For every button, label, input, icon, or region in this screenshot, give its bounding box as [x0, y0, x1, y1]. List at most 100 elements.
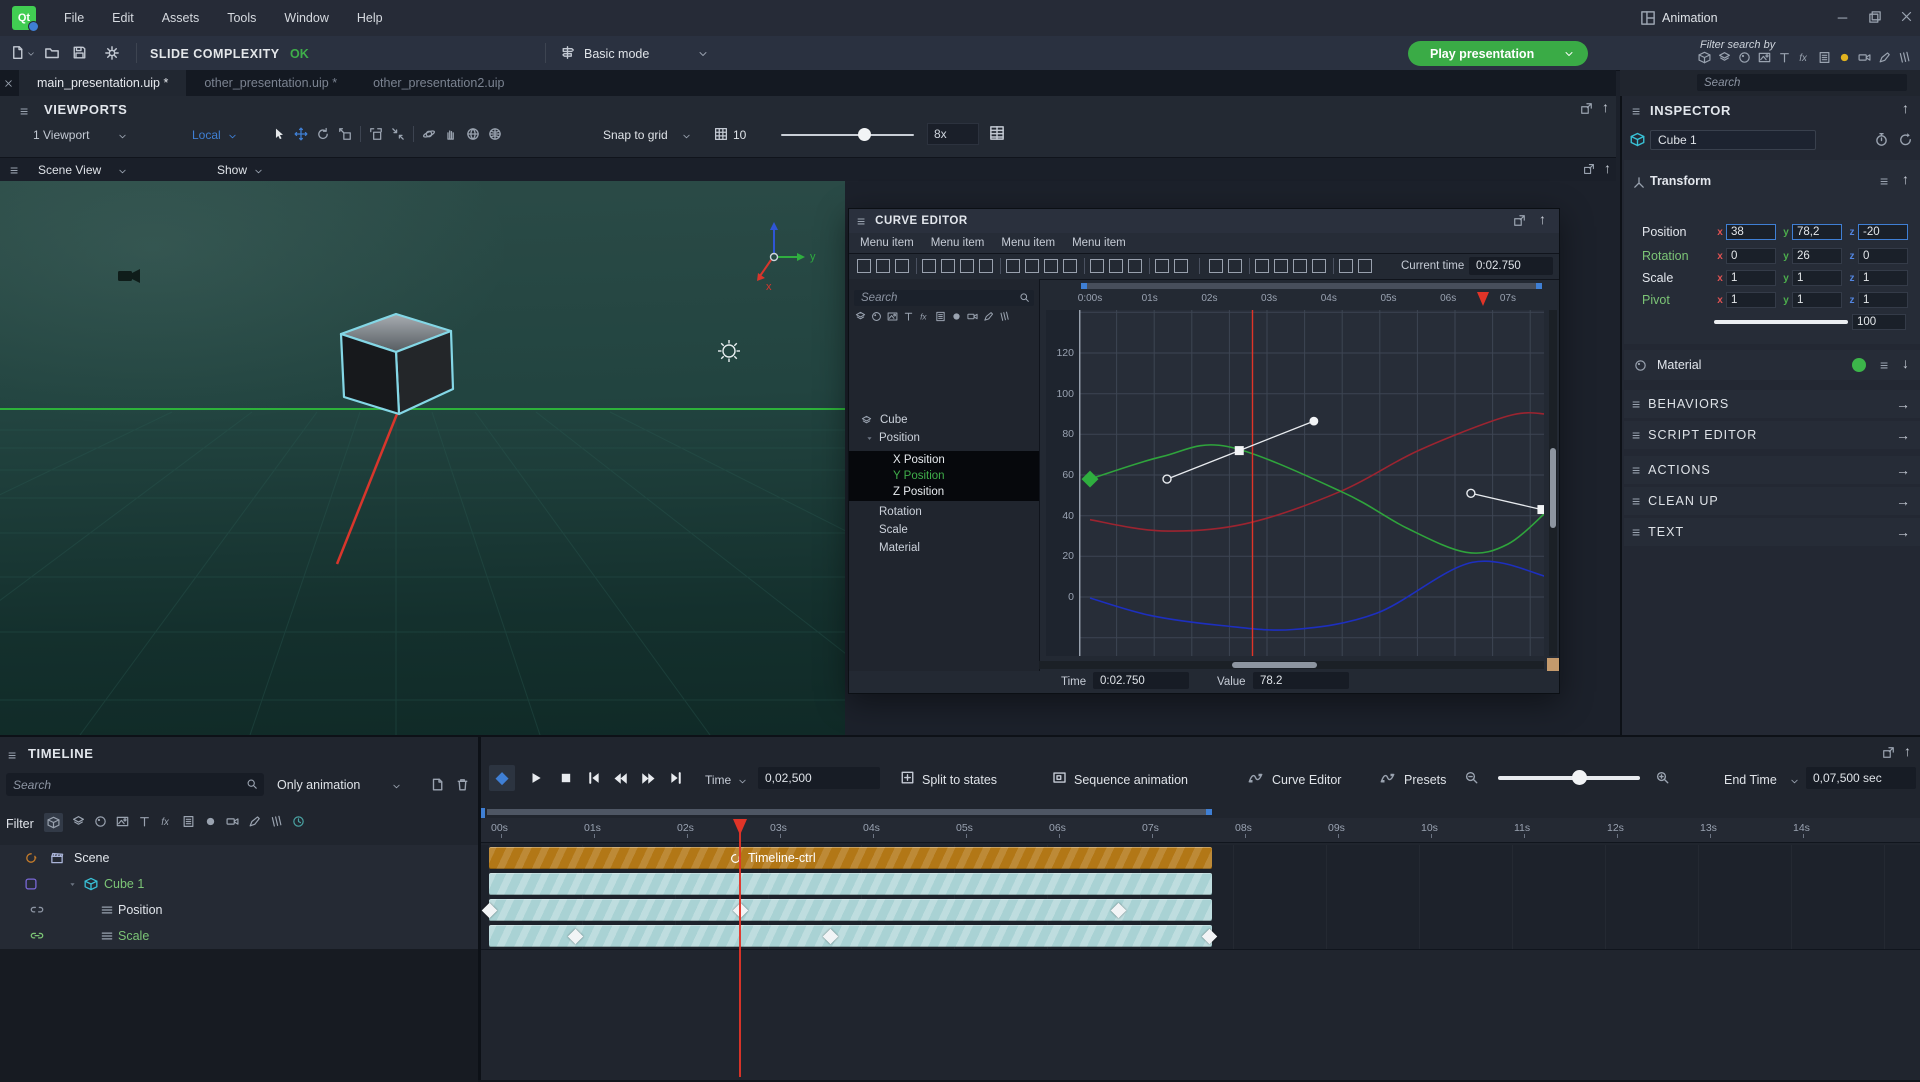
- position-y-field[interactable]: 78,2: [1792, 224, 1842, 240]
- inspector-search-input[interactable]: [1697, 74, 1907, 91]
- inspector-menu-icon[interactable]: ≡: [1632, 104, 1640, 118]
- ce-tool-button[interactable]: [1255, 259, 1269, 273]
- material-color-swatch[interactable]: [1852, 358, 1866, 372]
- save-button[interactable]: [72, 45, 87, 60]
- section-script-editor[interactable]: ≡SCRIPT EDITOR→: [1624, 421, 1920, 449]
- text-filter-icon[interactable]: [1778, 51, 1791, 64]
- keyframe-point[interactable]: [1235, 446, 1244, 455]
- section-open-icon[interactable]: →: [1896, 493, 1910, 509]
- scrollbar-left-cap[interactable]: [1081, 283, 1087, 289]
- section-open-icon[interactable]: →: [1896, 427, 1910, 443]
- tab-2[interactable]: other_presentation.uip *: [186, 70, 355, 96]
- section-menu-icon[interactable]: ≡: [1632, 397, 1640, 411]
- track-bar-cube-1[interactable]: [489, 873, 1212, 895]
- curve-editor-icon[interactable]: [1248, 770, 1263, 785]
- list-filter-icon[interactable]: [1818, 51, 1831, 64]
- close-button[interactable]: [1900, 10, 1913, 23]
- clock-filter-icon[interactable]: [292, 815, 305, 828]
- transform-collapse-icon[interactable]: ↑: [1902, 172, 1909, 186]
- mode-chevron-icon[interactable]: [698, 49, 708, 59]
- ce-tool-button[interactable]: [857, 259, 871, 273]
- play-button[interactable]: [529, 771, 543, 785]
- tab-close-icon[interactable]: [4, 79, 13, 88]
- v-scroll-thumb[interactable]: [1550, 448, 1556, 528]
- menu-assets[interactable]: Assets: [148, 0, 214, 36]
- animation-toggle-icon[interactable]: [1874, 132, 1889, 147]
- rewind-button[interactable]: [613, 771, 628, 786]
- track-bar-scale[interactable]: [489, 925, 1212, 947]
- material-expand-icon[interactable]: ↓: [1902, 356, 1909, 370]
- mode-selector[interactable]: Basic mode: [584, 47, 649, 61]
- globe-tool-icon[interactable]: [466, 127, 480, 141]
- scrollbar-right-cap[interactable]: [1536, 283, 1542, 289]
- tab-3[interactable]: other_presentation2.uip: [355, 70, 522, 96]
- sequence-animation-button[interactable]: Sequence animation: [1074, 773, 1188, 787]
- record-filter-icon[interactable]: [1838, 51, 1851, 64]
- ce-tool-button[interactable]: [960, 259, 974, 273]
- rotation-y-field[interactable]: 26: [1792, 248, 1842, 264]
- tab-1[interactable]: main_presentation.uip *: [19, 70, 186, 96]
- end-time-chevron-icon[interactable]: [1790, 777, 1799, 786]
- sphere-filter-icon[interactable]: [94, 815, 107, 828]
- menu-edit[interactable]: Edit: [98, 0, 148, 36]
- ce-tool-button[interactable]: [1006, 259, 1020, 273]
- timeline-row-scale[interactable]: Scale: [0, 923, 478, 950]
- curve-top-scrollbar[interactable]: [1081, 283, 1542, 289]
- value-field[interactable]: 78.2: [1253, 672, 1349, 689]
- menu-help[interactable]: Help: [343, 0, 397, 36]
- tree-item-material[interactable]: Material: [849, 540, 1039, 556]
- section-menu-icon[interactable]: ≡: [1632, 463, 1640, 477]
- new-file-chevron-icon[interactable]: [27, 50, 35, 58]
- matte-toggle-icon[interactable]: [989, 125, 1005, 141]
- effect-filter-icon[interactable]: fx: [160, 815, 173, 828]
- menu-icon[interactable]: [100, 929, 114, 943]
- curve-editor-titlebar[interactable]: ≡ CURVE EDITOR ↑: [849, 209, 1559, 234]
- scene-view-chevron-icon[interactable]: [118, 167, 127, 176]
- viewport-count-selector[interactable]: 1 Viewport: [33, 128, 89, 142]
- ce-menu-item-3[interactable]: Menu item: [995, 233, 1061, 253]
- timeline-scroll-right-cap[interactable]: [1206, 809, 1212, 815]
- show-selector[interactable]: Show: [217, 163, 247, 177]
- sequence-animation-icon[interactable]: [1052, 770, 1067, 785]
- pages-filter-icon[interactable]: [1898, 51, 1911, 64]
- rotation-z-field[interactable]: 0: [1858, 248, 1908, 264]
- open-file-button[interactable]: [44, 45, 60, 61]
- track-bar-scene[interactable]: Timeline-ctrl: [489, 847, 1212, 869]
- settings-gear-button[interactable]: [104, 45, 120, 61]
- section-clean-up[interactable]: ≡CLEAN UP→: [1624, 487, 1920, 515]
- track-bar-position[interactable]: [489, 899, 1212, 921]
- ce-tool-button[interactable]: [1358, 259, 1372, 273]
- timeline-expand-icon[interactable]: [1882, 746, 1895, 759]
- curve-time-ruler[interactable]: 0:00s01s02s03s04s05s06s07s: [1079, 283, 1544, 310]
- section-text[interactable]: ≡TEXT→: [1624, 518, 1920, 546]
- ce-tool-button[interactable]: [922, 259, 936, 273]
- ce-tool-button[interactable]: [1044, 259, 1058, 273]
- record-filter-icon[interactable]: [204, 815, 217, 828]
- pen-filter-icon[interactable]: [1878, 51, 1891, 64]
- cornerdash-tool-icon[interactable]: [369, 127, 383, 141]
- viewports-expand-icon[interactable]: [1580, 102, 1593, 115]
- curve-editor-menu-icon[interactable]: ≡: [857, 214, 865, 228]
- current-time-value[interactable]: 0:02.750: [1469, 257, 1553, 275]
- ce-tool-button[interactable]: [1109, 259, 1123, 273]
- snap-to-grid-selector[interactable]: Snap to grid: [603, 128, 668, 142]
- ce-tool-button[interactable]: [1174, 259, 1188, 273]
- move-tool-icon[interactable]: [294, 127, 308, 141]
- restore-button[interactable]: [1868, 10, 1882, 24]
- cube-icon[interactable]: [84, 877, 98, 891]
- split-to-states-button[interactable]: Split to states: [922, 773, 997, 787]
- curve-editor-button[interactable]: Curve Editor: [1272, 773, 1341, 787]
- timeline-menu-icon[interactable]: ≡: [8, 748, 16, 762]
- zoom-level-box[interactable]: 8x: [927, 123, 979, 145]
- ce-tool-button[interactable]: [1228, 259, 1242, 273]
- tangent-handle-point[interactable]: [1309, 417, 1318, 426]
- unlink-icon[interactable]: [30, 903, 44, 917]
- transform-menu-icon[interactable]: ≡: [1880, 174, 1888, 188]
- rotation-x-field[interactable]: 0: [1726, 248, 1776, 264]
- only-animation-chevron-icon[interactable]: [392, 782, 401, 791]
- tree-item-x-position[interactable]: X Position: [849, 452, 1039, 468]
- zoom-in-icon[interactable]: [1655, 770, 1670, 785]
- skip-to-end-button[interactable]: [669, 771, 683, 785]
- timeline-h-scrollbar[interactable]: [487, 809, 1206, 815]
- curve-playhead-marker[interactable]: [1477, 292, 1489, 306]
